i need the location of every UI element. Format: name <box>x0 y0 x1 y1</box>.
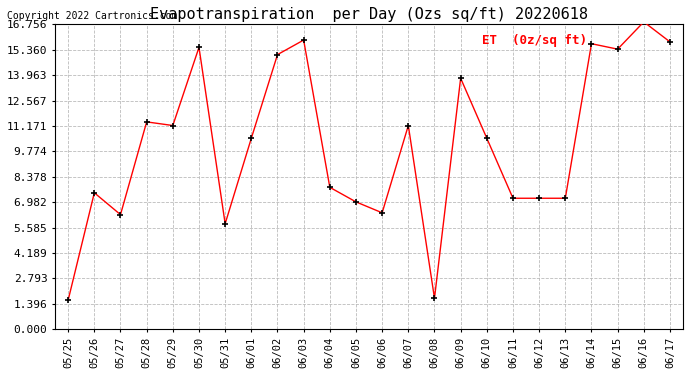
Title: Evapotranspiration  per Day (Ozs sq/ft) 20220618: Evapotranspiration per Day (Ozs sq/ft) 2… <box>150 7 588 22</box>
Text: ET  (0z/sq ft): ET (0z/sq ft) <box>482 34 587 46</box>
Text: Copyright 2022 Cartronics.com: Copyright 2022 Cartronics.com <box>7 11 177 21</box>
